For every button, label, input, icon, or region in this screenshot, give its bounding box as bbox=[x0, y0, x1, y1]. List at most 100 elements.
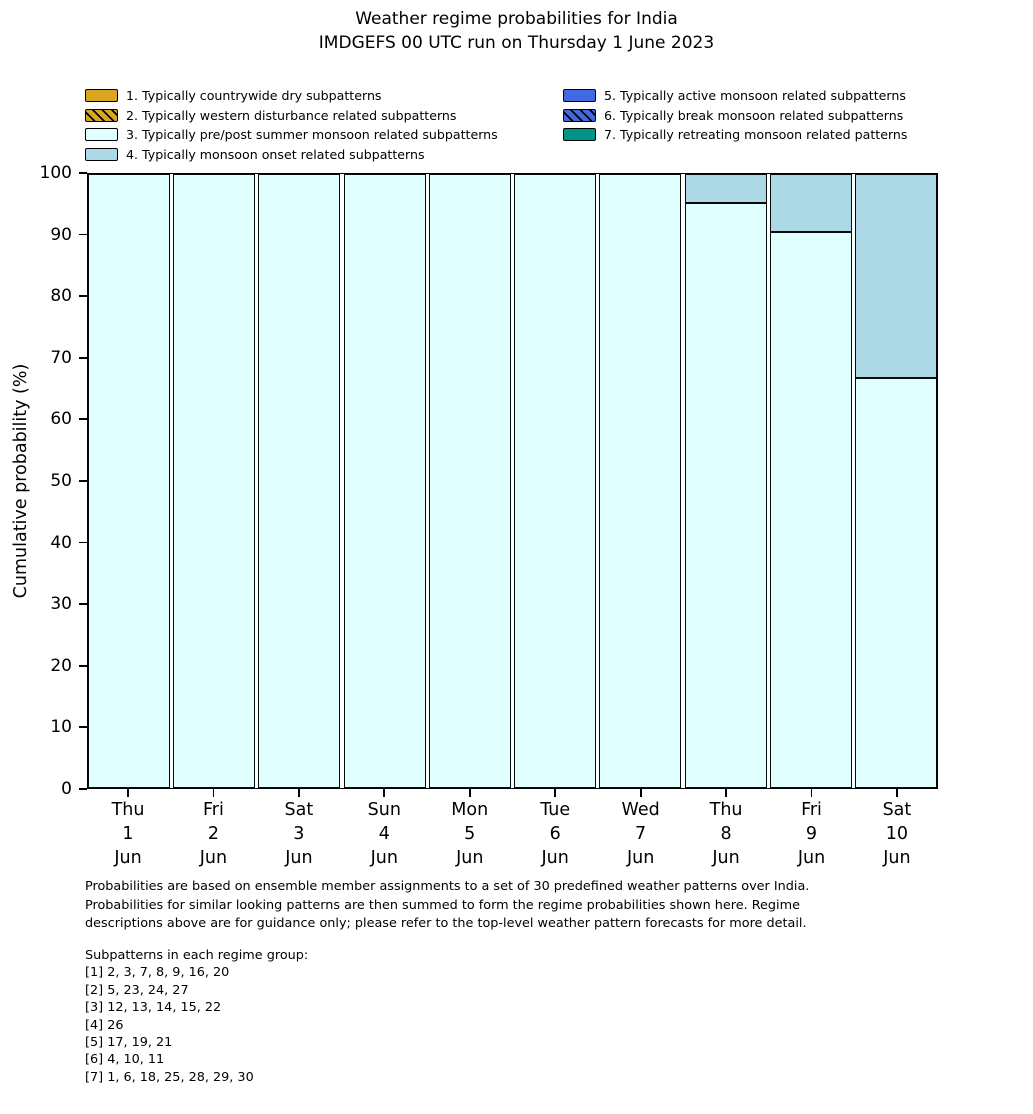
x-tick-month: Jun bbox=[883, 848, 911, 868]
x-tick-sat-10: Sat 10 Jun bbox=[856, 789, 938, 870]
bar-segment bbox=[769, 232, 852, 788]
bar-thu-8-jun bbox=[684, 174, 767, 788]
x-tick-month: Jun bbox=[626, 848, 655, 868]
bar-sat-10-jun bbox=[854, 174, 937, 788]
bar-segment bbox=[258, 174, 341, 788]
legend-label-regime-5: 5. Typically active monsoon related subp… bbox=[604, 88, 906, 104]
x-tick-date: 7 bbox=[635, 824, 647, 844]
y-tick-0: 0 bbox=[61, 779, 87, 799]
x-tick-mark bbox=[297, 789, 300, 797]
x-tick-month: Jun bbox=[114, 848, 142, 868]
y-tick-50: 50 bbox=[50, 471, 87, 491]
y-tick-mark bbox=[79, 295, 87, 298]
subpatterns-group-4: [4] 26 bbox=[85, 1017, 124, 1033]
y-tick-mark bbox=[79, 172, 87, 174]
legend-column-right: 5. Typically active monsoon related subp… bbox=[563, 86, 907, 145]
y-tick-label: 10 bbox=[50, 717, 72, 738]
bar-segment bbox=[599, 174, 682, 788]
y-tick-label: 30 bbox=[50, 594, 72, 615]
x-tick-mark bbox=[212, 789, 215, 797]
x-tick-date: 4 bbox=[378, 824, 390, 844]
bar-fri-2-jun bbox=[173, 174, 256, 788]
y-tick-90: 90 bbox=[50, 225, 87, 245]
x-tick-month: Jun bbox=[199, 848, 228, 868]
x-tick-date: 9 bbox=[805, 824, 818, 844]
x-tick-day: Fri bbox=[801, 800, 822, 820]
legend-label-regime-7: 7. Typically retreating monsoon related … bbox=[604, 127, 908, 143]
y-tick-mark bbox=[79, 480, 87, 482]
x-tick-wed-7: Wed 7 Jun bbox=[600, 789, 682, 870]
legend-swatch-monsoon-onset bbox=[85, 147, 118, 161]
legend-swatch-countrywide-dry bbox=[85, 89, 118, 103]
x-tick-date: 2 bbox=[207, 824, 219, 844]
legend-item-regime-7: 7. Typically retreating monsoon related … bbox=[563, 125, 907, 145]
subpatterns-group-1: [1] 2, 3, 7, 8, 9, 16, 20 bbox=[85, 965, 230, 981]
x-tick-day: Fri bbox=[203, 800, 224, 820]
legend-swatch-retreating-monsoon bbox=[563, 128, 596, 142]
y-tick-label: 0 bbox=[61, 779, 72, 799]
bar-tue-6-jun bbox=[514, 174, 597, 788]
bar-fri-9-jun bbox=[769, 174, 852, 788]
chart-title-line1: Weather regime probabilities for India bbox=[355, 9, 678, 29]
y-axis: 0 10 20 30 40 50 60 70 80 90 100 bbox=[0, 163, 87, 799]
y-tick-label: 70 bbox=[50, 347, 72, 368]
x-tick-mark bbox=[725, 789, 727, 797]
subpatterns-group-7: [7] 1, 6, 18, 25, 28, 29, 30 bbox=[85, 1069, 254, 1085]
subpatterns-group-6: [6] 4, 10, 11 bbox=[85, 1052, 165, 1068]
x-tick-sun-4: Sun 4 Jun bbox=[343, 789, 425, 870]
x-tick-mark bbox=[468, 789, 471, 797]
chart-title-line2: IMDGEFS 00 UTC run on Thursday 1 June 20… bbox=[318, 33, 715, 53]
y-tick-label: 80 bbox=[50, 286, 72, 307]
footnote: Probabilities are based on ensemble memb… bbox=[85, 878, 809, 934]
y-tick-label: 50 bbox=[50, 471, 72, 491]
x-tick-date: 1 bbox=[122, 824, 134, 844]
x-tick-day: Sun bbox=[367, 800, 401, 820]
subpatterns-group-3: [3] 12, 13, 14, 15, 22 bbox=[85, 1000, 222, 1016]
bar-mon-5-jun bbox=[428, 174, 511, 788]
x-tick-date: 3 bbox=[293, 824, 305, 844]
x-tick-date: 10 bbox=[885, 824, 909, 844]
bar-segment bbox=[173, 174, 256, 788]
legend-item-regime-1: 1. Typically countrywide dry subpatterns bbox=[85, 86, 498, 106]
subpatterns-group-2: [2] 5, 23, 24, 27 bbox=[85, 982, 189, 998]
legend-swatch-western-disturbance bbox=[85, 108, 118, 122]
legend-item-regime-2: 2. Typically western disturbance related… bbox=[85, 106, 498, 126]
y-tick-mark bbox=[79, 356, 87, 359]
bar-segment bbox=[88, 174, 170, 788]
y-tick-mark bbox=[79, 233, 87, 236]
x-tick-mark bbox=[639, 789, 642, 797]
legend-label-regime-2: 2. Typically western disturbance related… bbox=[126, 107, 457, 123]
bar-segment bbox=[343, 174, 426, 788]
y-tick-mark bbox=[79, 418, 87, 421]
x-tick-mark bbox=[127, 789, 129, 797]
subpatterns-group-5: [5] 17, 19, 21 bbox=[85, 1035, 173, 1051]
subpatterns-list: Subpatterns in each regime group: [1] 2,… bbox=[85, 947, 308, 1086]
y-tick-60: 60 bbox=[50, 409, 87, 429]
x-axis: Thu 1 Jun Fri 2 Jun Sat 3 Jun Sun 4 Jun Mon 5 Jun Tue 6 J… bbox=[87, 789, 938, 870]
x-tick-date: 5 bbox=[464, 824, 476, 844]
legend-label-regime-3: 3. Typically pre/post summer monsoon rel… bbox=[126, 127, 498, 143]
footnote-line2: Probabilities for similar looking patter… bbox=[85, 897, 800, 913]
x-tick-thu-1: Thu 1 Jun bbox=[87, 789, 169, 870]
legend-label-regime-4: 4. Typically monsoon onset related subpa… bbox=[126, 146, 425, 162]
x-tick-thu-8: Thu 8 Jun bbox=[685, 789, 767, 870]
x-tick-month: Jun bbox=[285, 848, 313, 868]
x-tick-month: Jun bbox=[456, 848, 484, 868]
y-tick-80: 80 bbox=[50, 286, 87, 306]
bar-wed-7-jun bbox=[599, 174, 682, 788]
y-tick-mark bbox=[79, 726, 87, 729]
legend-swatch-break-monsoon bbox=[563, 108, 596, 122]
x-tick-day: Wed bbox=[621, 800, 660, 820]
x-tick-day: Mon bbox=[451, 800, 489, 820]
y-tick-mark bbox=[79, 664, 87, 667]
y-tick-10: 10 bbox=[50, 717, 87, 737]
x-tick-date: 6 bbox=[549, 824, 561, 844]
legend-label-regime-6: 6. Typically break monsoon related subpa… bbox=[604, 107, 904, 123]
x-tick-month: Jun bbox=[797, 848, 826, 868]
x-tick-mark bbox=[383, 789, 386, 797]
footnote-line1: Probabilities are based on ensemble memb… bbox=[85, 879, 810, 894]
legend-swatch-active-monsoon bbox=[563, 89, 596, 103]
y-tick-70: 70 bbox=[50, 348, 87, 368]
bar-segment bbox=[769, 174, 852, 233]
